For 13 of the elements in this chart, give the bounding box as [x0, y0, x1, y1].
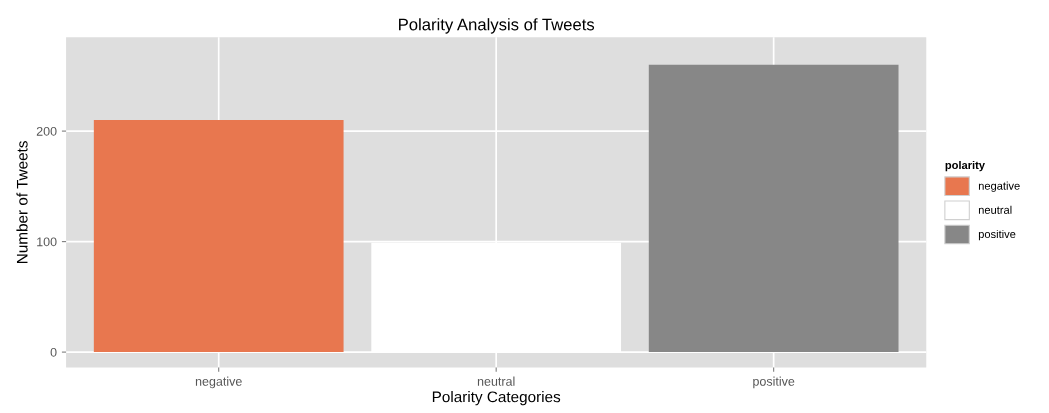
legend-title: polarity: [945, 160, 985, 172]
y-tick-label: 0: [50, 347, 57, 357]
y-tick-label: 200: [36, 126, 57, 136]
x-axis-title: Polarity Categories: [432, 391, 561, 406]
legend-label: neutral: [978, 205, 1012, 214]
x-tick-label: positive: [753, 376, 795, 389]
legend-label: negative: [978, 181, 1020, 192]
y-tick-label: 100: [37, 237, 57, 247]
x-tick-label: neutral: [477, 376, 515, 386]
chart-title: Polarity Analysis of Tweets: [399, 18, 595, 34]
legend-label: positive: [978, 229, 1016, 241]
x-tick-label: negative: [195, 376, 242, 389]
y-axis-title: Number of Tweets: [16, 141, 28, 263]
